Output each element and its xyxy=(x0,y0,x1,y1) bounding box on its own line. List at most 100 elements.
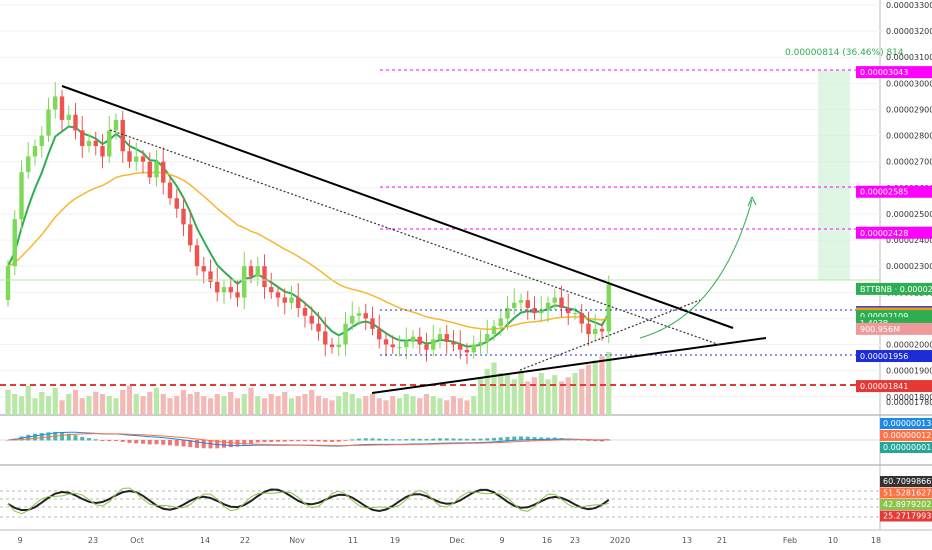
candle-body[interactable] xyxy=(208,271,213,282)
price-tag[interactable] xyxy=(856,380,932,393)
candle-body[interactable] xyxy=(113,119,119,131)
candle-body[interactable] xyxy=(390,344,395,348)
ema-slow-line[interactable] xyxy=(7,171,610,330)
candle-body[interactable] xyxy=(431,339,436,350)
candle-body[interactable] xyxy=(275,292,281,298)
candle-body[interactable] xyxy=(518,300,524,303)
candle-body[interactable] xyxy=(444,334,449,342)
candle-body[interactable] xyxy=(309,315,314,324)
price-tag[interactable] xyxy=(856,350,932,363)
candle-body[interactable] xyxy=(289,297,294,303)
candle-body[interactable] xyxy=(86,140,92,147)
candle-body[interactable] xyxy=(147,161,152,178)
candle-body[interactable] xyxy=(579,313,584,324)
candle-body[interactable] xyxy=(316,323,321,332)
candle-body[interactable] xyxy=(323,331,328,345)
candle-body[interactable] xyxy=(140,156,146,162)
candle-body[interactable] xyxy=(485,334,490,342)
candle-body[interactable] xyxy=(282,297,287,303)
candle-body[interactable] xyxy=(302,307,308,316)
candle-body[interactable] xyxy=(478,341,483,345)
candle-body[interactable] xyxy=(491,326,497,335)
candle-body[interactable] xyxy=(194,245,200,267)
descending-trendline[interactable] xyxy=(61,85,734,329)
measure-box[interactable] xyxy=(818,70,850,280)
candle-body[interactable] xyxy=(404,341,409,348)
candle-body[interactable] xyxy=(586,323,591,335)
candle-body[interactable] xyxy=(221,287,227,293)
candle-body[interactable] xyxy=(66,114,71,120)
candle-body[interactable] xyxy=(498,318,503,327)
candle-body[interactable] xyxy=(437,334,443,340)
candle-body[interactable] xyxy=(383,339,389,345)
macd-pane[interactable] xyxy=(0,431,880,449)
candle-body[interactable] xyxy=(242,266,247,298)
price-tag[interactable] xyxy=(856,322,932,335)
candle-body[interactable] xyxy=(269,287,274,293)
price-tag[interactable] xyxy=(856,66,932,79)
candle-body[interactable] xyxy=(532,307,537,314)
candle-body[interactable] xyxy=(512,302,517,308)
price-tag[interactable] xyxy=(856,185,932,198)
candle-body[interactable] xyxy=(228,287,233,293)
candle-body[interactable] xyxy=(458,344,463,350)
candle-body[interactable] xyxy=(397,347,402,349)
candle-body[interactable] xyxy=(370,318,375,329)
candle-body[interactable] xyxy=(559,297,564,308)
candle-body[interactable] xyxy=(107,130,112,157)
ascending-trendline[interactable] xyxy=(371,337,767,394)
candle-body[interactable] xyxy=(188,224,193,246)
candle-body[interactable] xyxy=(464,349,470,353)
candle-body[interactable] xyxy=(343,323,348,345)
candle-body[interactable] xyxy=(417,336,422,345)
price-axis[interactable]: 0.00003300 0.00003200 0.00003100 0.00003000… xyxy=(886,1,932,407)
candle-body[interactable] xyxy=(120,119,125,152)
candle-body[interactable] xyxy=(593,328,598,335)
candle-body[interactable] xyxy=(12,219,17,267)
candle-body[interactable] xyxy=(329,344,335,348)
candle-body[interactable] xyxy=(19,172,24,220)
candle-body[interactable] xyxy=(606,284,611,332)
candle-body[interactable] xyxy=(255,266,260,277)
candle-body[interactable] xyxy=(451,341,456,345)
candle-body[interactable] xyxy=(248,266,254,277)
candle-body[interactable] xyxy=(127,151,132,162)
price-tag[interactable] xyxy=(856,282,932,295)
candle-body[interactable] xyxy=(525,300,530,308)
candle-body[interactable] xyxy=(424,344,429,350)
main-pane[interactable] xyxy=(0,0,880,415)
candle-body[interactable] xyxy=(167,182,173,199)
candle-body[interactable] xyxy=(93,140,98,147)
candle-body[interactable] xyxy=(471,344,476,353)
candle-body[interactable] xyxy=(161,161,166,183)
candle-body[interactable] xyxy=(363,313,368,319)
candle-body[interactable] xyxy=(154,161,159,178)
candle-body[interactable] xyxy=(134,156,139,162)
candle-body[interactable] xyxy=(572,313,578,315)
candle-body[interactable] xyxy=(377,328,382,340)
candle-body[interactable] xyxy=(215,281,220,293)
candle-body[interactable] xyxy=(181,208,186,225)
stochastic-pane[interactable] xyxy=(0,487,880,518)
candle-body[interactable] xyxy=(32,146,38,157)
candle-body[interactable] xyxy=(201,266,206,272)
candle-body[interactable] xyxy=(545,302,551,311)
candle-body[interactable] xyxy=(350,315,355,324)
candle-body[interactable] xyxy=(336,344,341,348)
date-axis[interactable]: 9 23 Oct 14 22 Nov 11 19 Dec 9 16 23 2020 13 21 Feb 10 18 xyxy=(17,536,881,545)
candle-body[interactable] xyxy=(356,313,362,316)
price-tag[interactable] xyxy=(856,226,932,239)
candle-body[interactable] xyxy=(5,266,11,301)
candle-body[interactable] xyxy=(26,156,31,173)
macd-signal-line[interactable] xyxy=(7,433,609,447)
candle-body[interactable] xyxy=(174,198,179,209)
dotted-ascending-line[interactable] xyxy=(519,299,701,371)
candle-body[interactable] xyxy=(59,96,65,120)
candle-body[interactable] xyxy=(73,114,78,131)
candle-body[interactable] xyxy=(46,109,51,136)
candle-body[interactable] xyxy=(235,292,240,298)
candle-body[interactable] xyxy=(100,146,105,157)
stochastic-d-line[interactable] xyxy=(7,487,609,515)
candle-body[interactable] xyxy=(296,297,301,308)
candle-body[interactable] xyxy=(566,307,571,314)
